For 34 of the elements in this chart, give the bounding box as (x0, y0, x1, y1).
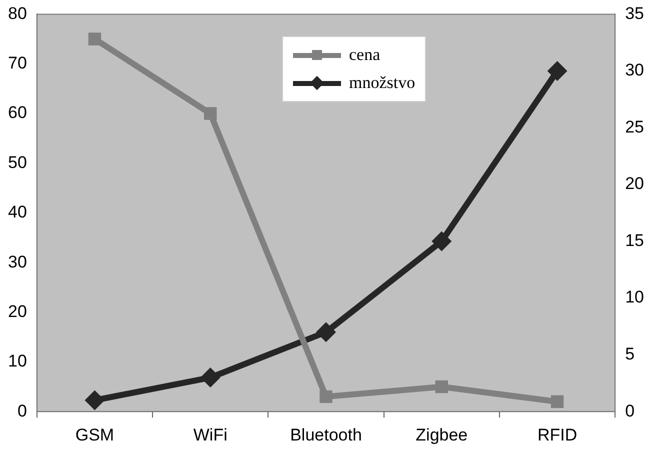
point (88, 32, 102, 46)
y2-tick-label: 15 (625, 230, 644, 250)
y-tick-label: 70 (8, 54, 27, 73)
point (435, 380, 448, 394)
y2-tick-label: 25 (625, 117, 644, 136)
y2-tick-label: 35 (625, 4, 644, 23)
y2-tick-label: 30 (625, 60, 644, 80)
x-tick-label: GSM (75, 425, 114, 444)
point (432, 231, 452, 252)
y-tick-label: 0 (17, 401, 27, 420)
y2-tick-label: 0 (625, 401, 635, 420)
y2-tick-label: 20 (625, 174, 644, 194)
y-tick-label: 50 (8, 152, 27, 172)
y-tick-label: 20 (8, 302, 27, 321)
point (200, 368, 220, 388)
y2-tick-label: 10 (625, 288, 644, 307)
x-tick-label: RFID (537, 425, 578, 444)
legend-label: množstvo (349, 73, 416, 93)
y-tick-label: 60 (8, 103, 27, 122)
y2-tick-label: 5 (625, 344, 635, 364)
y-tick-label: 80 (8, 4, 27, 23)
point (550, 395, 564, 408)
x-tick-label: Zigbee (416, 425, 468, 444)
x-tick-label: WiFi (193, 425, 228, 444)
y-tick-label: 10 (8, 352, 27, 371)
point (320, 390, 332, 404)
x-tick-label: Bluetooth (290, 425, 362, 444)
point (316, 322, 336, 342)
y-tick-label: 30 (8, 252, 27, 272)
point (547, 60, 568, 81)
point (84, 390, 105, 410)
legend-label: cena (349, 45, 380, 65)
point (204, 107, 217, 120)
y-tick-label: 40 (8, 202, 27, 222)
